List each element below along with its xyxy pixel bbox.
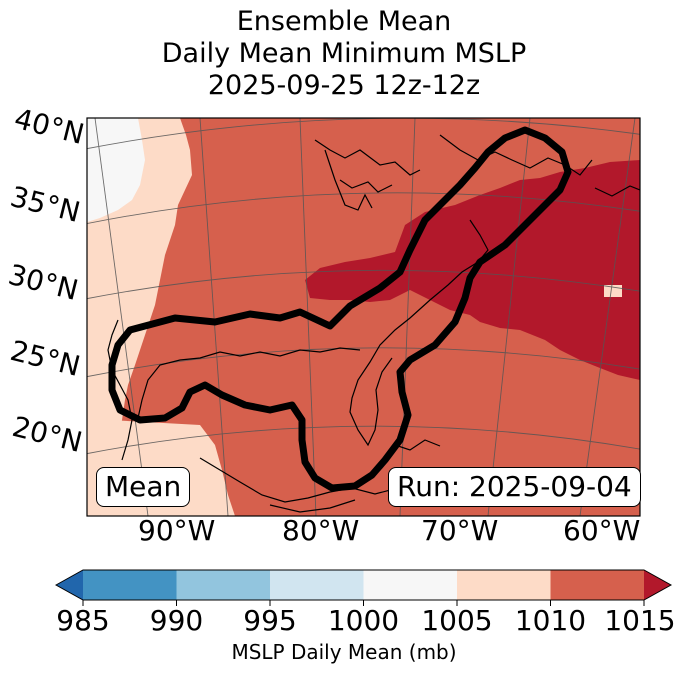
contour-outline <box>108 126 572 492</box>
lon-label-90: 90°W <box>138 514 216 547</box>
colorbar-segment-1000 <box>363 570 457 600</box>
run-label: Run: 2025-09-04 <box>388 467 641 507</box>
colorbar-tick-1005: 1005 <box>421 604 493 637</box>
colorbar-segment-1005 <box>457 570 551 600</box>
colorbar-tick-990: 990 <box>149 604 204 637</box>
title-line-3: 2025-09-25 12z-12z <box>207 70 481 101</box>
title-line-2: Daily Mean Minimum MSLP <box>161 38 527 69</box>
mean-label: Mean <box>96 467 191 507</box>
colorbar-tick-985: 985 <box>56 604 110 637</box>
field-1005-1010-ne <box>138 118 170 150</box>
field-1000-1005 <box>87 118 145 222</box>
colorbar-segment-990 <box>176 570 270 600</box>
colorbar-tick-1010: 1010 <box>514 604 587 637</box>
colorbar-tick-1000: 1000 <box>327 604 400 637</box>
lon-label-80: 80°W <box>282 514 360 547</box>
colorbar-tick-1015: 1015 <box>604 604 676 637</box>
colorbar-tick-995: 995 <box>243 604 297 637</box>
lon-label-60: 60°W <box>563 514 641 547</box>
title-line-1: Ensemble Mean <box>236 6 452 37</box>
field-1005-1010 <box>87 118 192 516</box>
colorbar-segment-985 <box>83 570 177 600</box>
colorbar <box>54 569 673 606</box>
colorbar-segment-995 <box>270 570 364 600</box>
colorbar-segment-1010 <box>550 570 644 600</box>
colorbar-over-arrow <box>644 570 671 600</box>
lon-label-70: 70°W <box>421 514 499 547</box>
colorbar-under-arrow <box>56 570 83 600</box>
colorbar-label: MSLP Daily Mean (mb) <box>231 640 457 664</box>
